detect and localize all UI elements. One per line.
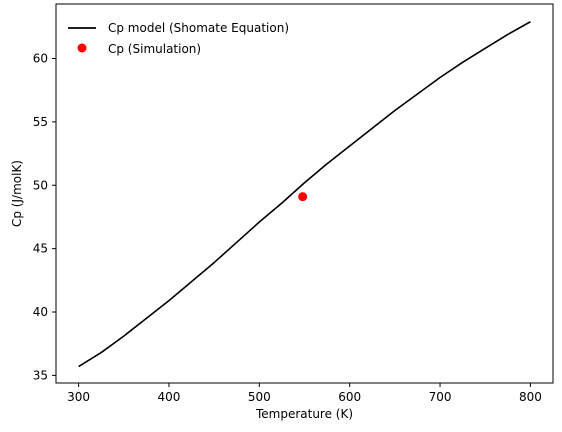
- x-tick-label: 800: [519, 390, 542, 404]
- x-tick-label: 300: [67, 390, 90, 404]
- y-tick-label: 55: [33, 115, 48, 129]
- y-tick-label: 40: [33, 305, 48, 319]
- y-axis-label: Cp (J/molK): [10, 160, 24, 227]
- y-tick-label: 45: [33, 242, 48, 256]
- y-tick-label: 60: [33, 52, 48, 66]
- legend: Cp model (Shomate Equation) Cp (Simulati…: [68, 21, 289, 56]
- series-line-0: [78, 21, 531, 368]
- x-tick-label: 600: [338, 390, 361, 404]
- y-tick-label: 50: [33, 178, 48, 192]
- legend-label-simulation: Cp (Simulation): [108, 42, 201, 56]
- legend-marker-swatch: [77, 43, 87, 53]
- x-tick-label: 700: [429, 390, 452, 404]
- y-axis: 35 40 45 50 55 60: [33, 52, 56, 382]
- plot-frame: [55, 3, 554, 384]
- y-tick-label: 35: [33, 368, 48, 382]
- plot-layer: [78, 21, 531, 368]
- x-tick-label: 400: [158, 390, 181, 404]
- x-axis: 300 400 500 600 700 800: [67, 383, 542, 404]
- x-tick-label: 500: [248, 390, 271, 404]
- legend-label-model: Cp model (Shomate Equation): [108, 21, 289, 35]
- x-axis-label: Temperature (K): [255, 407, 353, 421]
- scatter-point: [298, 192, 308, 202]
